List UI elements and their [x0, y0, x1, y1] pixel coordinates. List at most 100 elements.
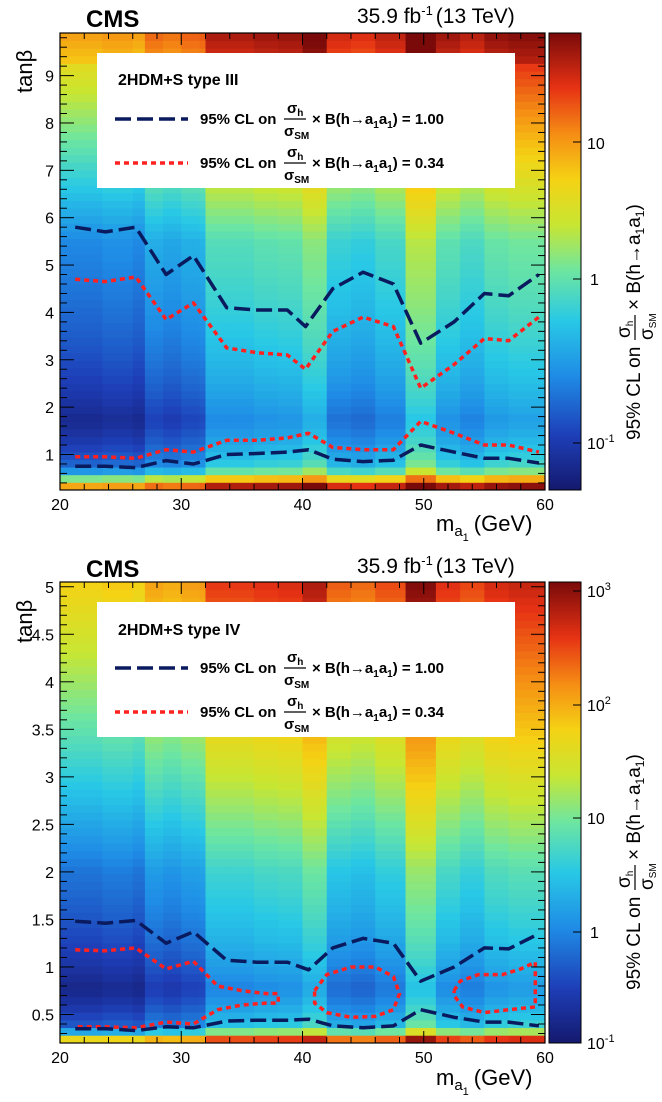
heatmap-cell: [102, 866, 134, 875]
heatmap-cell: [163, 943, 182, 952]
heatmap-cell: [181, 912, 200, 921]
heatmap-cell: [229, 935, 255, 944]
heatmap-cell: [72, 436, 103, 445]
heatmap-cell: [205, 299, 231, 308]
heatmap-cell: [60, 843, 73, 852]
heatmap-cell: [205, 291, 231, 300]
heatmap-cell: [144, 735, 164, 744]
heatmap-cell: [302, 758, 328, 767]
heatmap-cell: [508, 132, 546, 141]
heatmap-cell: [405, 368, 437, 377]
heatmap-cell: [302, 774, 328, 783]
heatmap-cell: [278, 322, 303, 331]
contour-0p34-lower: [75, 419, 540, 461]
heatmap-cell: [460, 589, 485, 598]
heatmap-cell: [278, 375, 303, 384]
heatmap-cell: [199, 958, 206, 967]
heatmap-cell: [302, 208, 328, 217]
heatmap-cell: [102, 850, 134, 859]
heatmap-cell: [229, 451, 255, 460]
heatmap-cell: [181, 276, 200, 285]
heatmap-cell: [351, 375, 376, 384]
heatmap-cell: [484, 597, 510, 606]
heatmap-cell: [181, 774, 200, 783]
heatmap-cell: [375, 368, 406, 377]
heatmap-cell: [351, 589, 376, 598]
heatmap-cell: [254, 858, 279, 867]
heatmap-cell: [144, 866, 164, 875]
heatmap-cell: [132, 253, 146, 262]
heatmap-cell: [302, 889, 328, 898]
heatmap-cell: [199, 360, 206, 369]
heatmap-cell: [144, 789, 164, 798]
heatmap-cell: [326, 269, 352, 278]
heatmap-cell: [405, 766, 437, 775]
heatmap-cell: [326, 881, 352, 890]
heatmap-cell: [205, 459, 231, 468]
heatmap-cell: [163, 866, 182, 875]
heatmap-cell: [72, 390, 103, 399]
heatmap-cell: [460, 398, 485, 407]
heatmap-cell: [484, 185, 510, 194]
heatmap-cell: [326, 383, 352, 392]
heatmap-cell: [60, 751, 73, 760]
heatmap-cell: [484, 850, 510, 859]
heatmap-cell: [181, 781, 200, 790]
heatmap-cell: [181, 889, 200, 898]
heatmap-cell: [144, 390, 164, 399]
heatmap-cell: [254, 1012, 279, 1021]
heatmap-cell: [205, 375, 231, 384]
heatmap-cell: [405, 958, 437, 967]
heatmap-cell: [102, 33, 134, 42]
heatmap-cell: [181, 436, 200, 445]
heatmap-cell: [302, 1035, 328, 1044]
heatmap-cell: [132, 597, 146, 606]
top-colorbar-tick-1: 1: [590, 272, 599, 289]
heatmap-cell: [254, 368, 279, 377]
heatmap-cell: [508, 927, 546, 936]
heatmap-cell: [375, 1019, 406, 1029]
heatmap-cell: [102, 958, 134, 967]
heatmap-cell: [163, 766, 182, 775]
heatmap-cell: [72, 835, 103, 844]
heatmap-cell: [508, 170, 546, 179]
heatmap-cell: [351, 912, 376, 921]
x-tick-label: 20: [51, 497, 69, 514]
heatmap-cell: [229, 881, 255, 890]
heatmap-cell: [460, 406, 485, 415]
heatmap-cell: [254, 467, 279, 476]
heatmap-cell: [72, 620, 103, 629]
heatmap-cell: [375, 920, 406, 929]
heatmap-cell: [302, 413, 328, 422]
heatmap-cell: [302, 904, 328, 913]
heatmap-cell: [484, 927, 510, 936]
heatmap-cell: [508, 774, 546, 783]
heatmap-cell: [72, 920, 103, 929]
heatmap-cell: [254, 827, 279, 836]
contour-0p34-island-2: [452, 960, 538, 1015]
heatmap-cell: [254, 843, 279, 852]
heatmap-cell: [205, 866, 231, 875]
heatmap-cell: [132, 185, 146, 194]
heatmap-cell: [72, 375, 103, 384]
heatmap-cell: [484, 904, 510, 913]
contour-1p00-upper: [74, 225, 540, 345]
heatmap-cell: [326, 337, 352, 346]
heatmap-cell: [229, 866, 255, 875]
heatmap-cell: [302, 897, 328, 906]
heatmap-cell: [460, 375, 485, 384]
heatmap-cell: [508, 192, 546, 201]
heatmap-cell: [132, 261, 146, 270]
heatmap-cell: [326, 291, 352, 300]
heatmap-cell: [278, 743, 303, 752]
heatmap-cell: [199, 781, 206, 790]
heatmap-cell: [199, 981, 206, 990]
heatmap-cell: [435, 444, 461, 453]
heatmap-cell: [229, 797, 255, 806]
heatmap-cell: [460, 758, 485, 767]
heatmap-cell: [60, 86, 73, 95]
heatmap-cell: [72, 866, 103, 875]
heatmap-cell: [375, 943, 406, 952]
heatmap-cell: [278, 474, 303, 483]
heatmap-cell: [435, 873, 461, 883]
